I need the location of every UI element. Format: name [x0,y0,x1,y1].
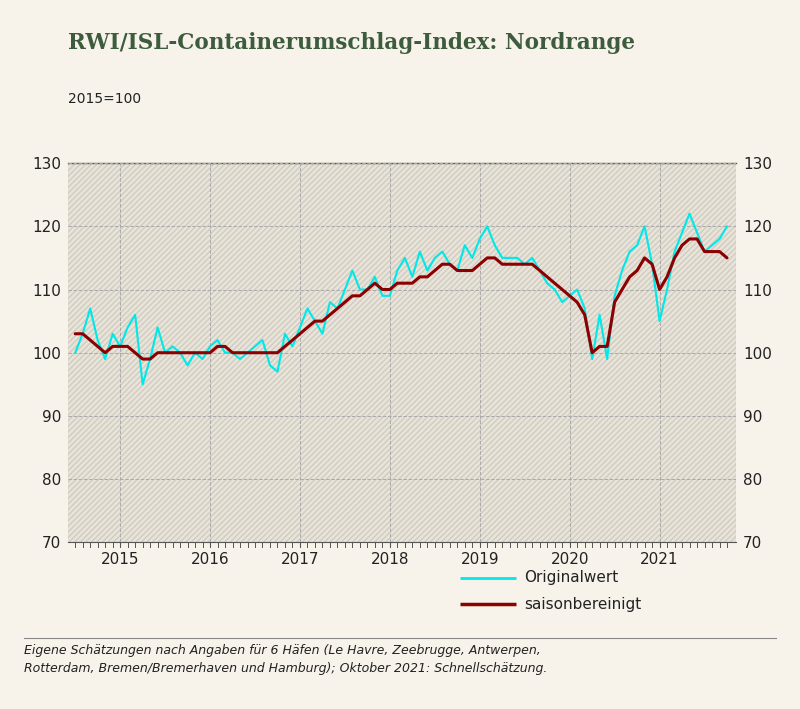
Text: saisonbereinigt: saisonbereinigt [524,596,642,612]
Text: 2015=100: 2015=100 [68,92,141,106]
Text: Eigene Schätzungen nach Angaben für 6 Häfen (Le Havre, Zeebrugge, Antwerpen,
Rot: Eigene Schätzungen nach Angaben für 6 Hä… [24,644,547,675]
Text: Originalwert: Originalwert [524,570,618,586]
Bar [68,163,736,542]
Text: RWI/ISL-Containerumschlag-Index: Nordrange: RWI/ISL-Containerumschlag-Index: Nordran… [68,32,635,54]
